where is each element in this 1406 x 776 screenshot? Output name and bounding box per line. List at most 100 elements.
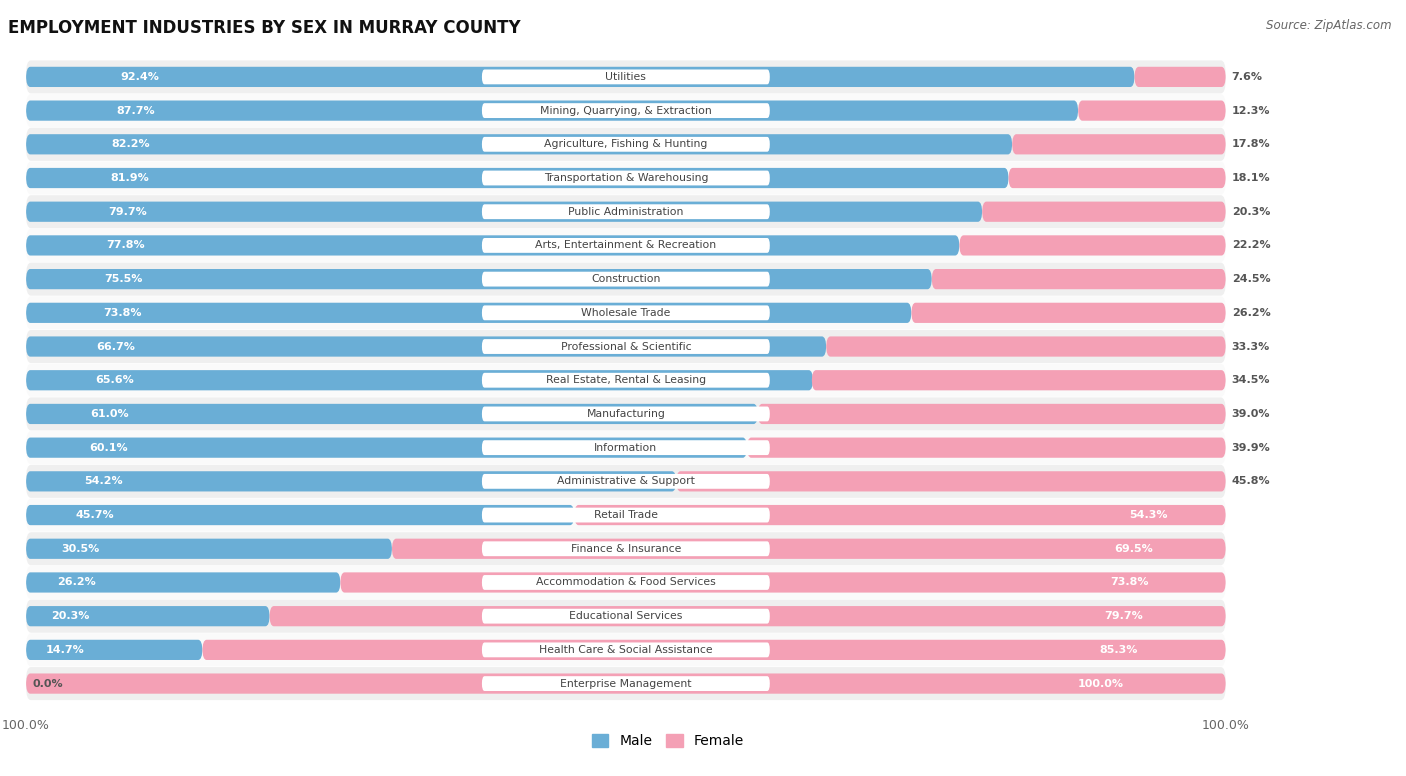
FancyBboxPatch shape [482, 272, 770, 286]
Text: 24.5%: 24.5% [1232, 274, 1270, 284]
FancyBboxPatch shape [202, 639, 1226, 660]
FancyBboxPatch shape [27, 633, 1226, 667]
FancyBboxPatch shape [482, 643, 770, 657]
Text: 18.1%: 18.1% [1232, 173, 1270, 183]
Text: Source: ZipAtlas.com: Source: ZipAtlas.com [1267, 19, 1392, 33]
Text: 75.5%: 75.5% [104, 274, 143, 284]
Text: 87.7%: 87.7% [117, 106, 155, 116]
Text: 20.3%: 20.3% [52, 611, 90, 621]
Text: Retail Trade: Retail Trade [593, 510, 658, 520]
FancyBboxPatch shape [27, 370, 813, 390]
FancyBboxPatch shape [482, 372, 770, 388]
FancyBboxPatch shape [27, 566, 1226, 599]
FancyBboxPatch shape [482, 70, 770, 85]
Legend: Male, Female: Male, Female [586, 729, 749, 753]
FancyBboxPatch shape [758, 404, 1226, 424]
Text: 79.7%: 79.7% [108, 206, 148, 217]
Text: Utilities: Utilities [606, 72, 647, 82]
FancyBboxPatch shape [27, 667, 1226, 700]
FancyBboxPatch shape [27, 61, 1226, 93]
Text: 30.5%: 30.5% [62, 544, 100, 554]
FancyBboxPatch shape [27, 269, 932, 289]
FancyBboxPatch shape [27, 498, 1226, 532]
Text: 73.8%: 73.8% [103, 308, 142, 318]
Text: 92.4%: 92.4% [121, 72, 160, 82]
Text: 17.8%: 17.8% [1232, 140, 1270, 149]
Text: 82.2%: 82.2% [111, 140, 149, 149]
FancyBboxPatch shape [27, 471, 676, 491]
FancyBboxPatch shape [482, 508, 770, 522]
FancyBboxPatch shape [482, 608, 770, 624]
FancyBboxPatch shape [27, 539, 392, 559]
FancyBboxPatch shape [482, 542, 770, 556]
Text: 61.0%: 61.0% [90, 409, 129, 419]
FancyBboxPatch shape [959, 235, 1226, 255]
Text: 54.2%: 54.2% [84, 476, 122, 487]
FancyBboxPatch shape [482, 407, 770, 421]
FancyBboxPatch shape [27, 67, 1135, 87]
Text: 39.0%: 39.0% [1232, 409, 1270, 419]
FancyBboxPatch shape [27, 573, 340, 593]
FancyBboxPatch shape [482, 339, 770, 354]
FancyBboxPatch shape [1135, 67, 1226, 87]
FancyBboxPatch shape [27, 438, 747, 458]
FancyBboxPatch shape [1008, 168, 1226, 188]
FancyBboxPatch shape [27, 262, 1226, 296]
Text: Manufacturing: Manufacturing [586, 409, 665, 419]
FancyBboxPatch shape [27, 397, 1226, 431]
FancyBboxPatch shape [27, 404, 758, 424]
FancyBboxPatch shape [27, 364, 1226, 397]
Text: 20.3%: 20.3% [1232, 206, 1270, 217]
FancyBboxPatch shape [27, 128, 1226, 161]
FancyBboxPatch shape [27, 168, 1008, 188]
Text: Finance & Insurance: Finance & Insurance [571, 544, 681, 554]
FancyBboxPatch shape [27, 465, 1226, 498]
FancyBboxPatch shape [482, 137, 770, 152]
Text: 66.7%: 66.7% [96, 341, 135, 352]
FancyBboxPatch shape [27, 196, 1226, 228]
FancyBboxPatch shape [27, 606, 270, 626]
FancyBboxPatch shape [27, 303, 911, 323]
Text: 73.8%: 73.8% [1111, 577, 1149, 587]
FancyBboxPatch shape [27, 202, 983, 222]
Text: Educational Services: Educational Services [569, 611, 682, 621]
Text: Public Administration: Public Administration [568, 206, 683, 217]
Text: 26.2%: 26.2% [58, 577, 96, 587]
Text: Health Care & Social Assistance: Health Care & Social Assistance [538, 645, 713, 655]
FancyBboxPatch shape [482, 238, 770, 253]
FancyBboxPatch shape [482, 440, 770, 455]
FancyBboxPatch shape [27, 600, 1226, 632]
Text: 14.7%: 14.7% [46, 645, 84, 655]
Text: Administrative & Support: Administrative & Support [557, 476, 695, 487]
Text: 0.0%: 0.0% [32, 678, 63, 688]
FancyBboxPatch shape [482, 575, 770, 590]
FancyBboxPatch shape [27, 431, 1226, 464]
Text: 45.7%: 45.7% [76, 510, 114, 520]
Text: 81.9%: 81.9% [111, 173, 149, 183]
Text: 54.3%: 54.3% [1129, 510, 1167, 520]
Text: Agriculture, Fishing & Hunting: Agriculture, Fishing & Hunting [544, 140, 707, 149]
FancyBboxPatch shape [482, 204, 770, 219]
FancyBboxPatch shape [482, 306, 770, 320]
Text: Accommodation & Food Services: Accommodation & Food Services [536, 577, 716, 587]
FancyBboxPatch shape [27, 100, 1078, 121]
Text: 85.3%: 85.3% [1099, 645, 1137, 655]
Text: 12.3%: 12.3% [1232, 106, 1270, 116]
FancyBboxPatch shape [27, 229, 1226, 262]
Text: Construction: Construction [591, 274, 661, 284]
Text: 79.7%: 79.7% [1105, 611, 1143, 621]
FancyBboxPatch shape [27, 674, 1226, 694]
Text: 65.6%: 65.6% [96, 376, 134, 385]
FancyBboxPatch shape [340, 573, 1226, 593]
Text: EMPLOYMENT INDUSTRIES BY SEX IN MURRAY COUNTY: EMPLOYMENT INDUSTRIES BY SEX IN MURRAY C… [7, 19, 520, 36]
Text: 33.3%: 33.3% [1232, 341, 1270, 352]
FancyBboxPatch shape [27, 337, 827, 357]
FancyBboxPatch shape [827, 337, 1226, 357]
FancyBboxPatch shape [932, 269, 1226, 289]
FancyBboxPatch shape [1012, 134, 1226, 154]
Text: 45.8%: 45.8% [1232, 476, 1270, 487]
FancyBboxPatch shape [27, 296, 1226, 329]
Text: 60.1%: 60.1% [90, 442, 128, 452]
Text: 22.2%: 22.2% [1232, 241, 1270, 251]
Text: 7.6%: 7.6% [1232, 72, 1263, 82]
